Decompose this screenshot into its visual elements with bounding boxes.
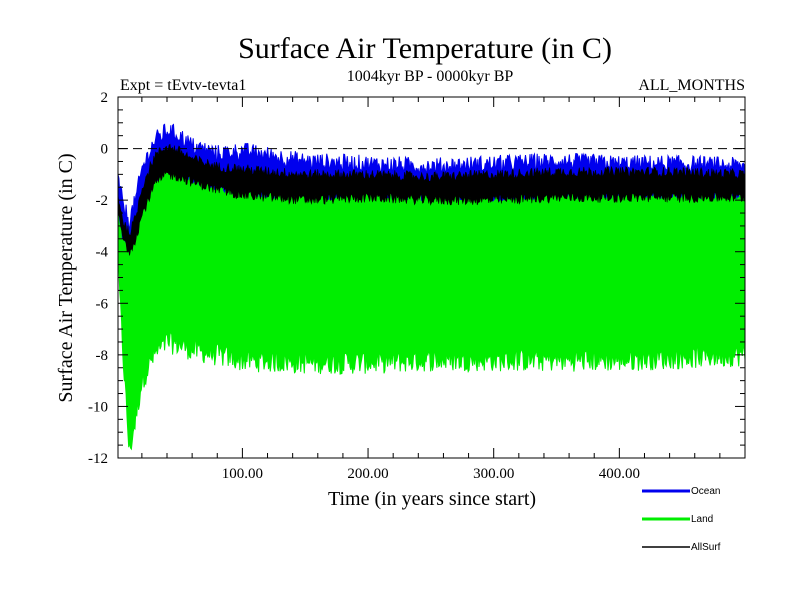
y-tick-label: 0 (101, 142, 109, 158)
months-label: ALL_MONTHS (638, 77, 745, 94)
x-tick-label: 200.00 (347, 466, 388, 482)
axis-ticks (118, 96, 746, 459)
x-axis-label: Time (in years since start) (328, 488, 536, 510)
y-tick-label: -2 (96, 193, 109, 209)
y-tick-label: -6 (96, 296, 109, 312)
legend-label-land: Land (691, 514, 713, 525)
chart-title: Surface Air Temperature (in C) (238, 32, 612, 65)
time-range-label: 1004kyr BP - 0000kyr BP (347, 68, 514, 85)
legend: Ocean Land AllSurf (642, 486, 721, 553)
x-tick-label: 400.00 (599, 466, 640, 482)
experiment-label: Expt = tEvtv-tevta1 (120, 77, 246, 94)
tick-labels: 2 0 -2 -4 -6 -8 -10 -12 100.00 200.00 300.00 400.00 (88, 90, 640, 482)
y-tick-label: -12 (88, 451, 108, 467)
x-tick-label: 100.00 (222, 466, 263, 482)
legend-label-allsurf: AllSurf (691, 542, 721, 553)
y-tick-label: -8 (96, 348, 109, 364)
legend-label-ocean: Ocean (691, 486, 720, 497)
y-tick-label: -10 (88, 399, 108, 415)
series-bands (117, 123, 746, 451)
y-tick-label: 2 (101, 90, 109, 106)
y-axis-label: Surface Air Temperature (in C) (55, 153, 77, 402)
x-tick-label: 300.00 (473, 466, 514, 482)
y-tick-label: -4 (96, 245, 109, 261)
